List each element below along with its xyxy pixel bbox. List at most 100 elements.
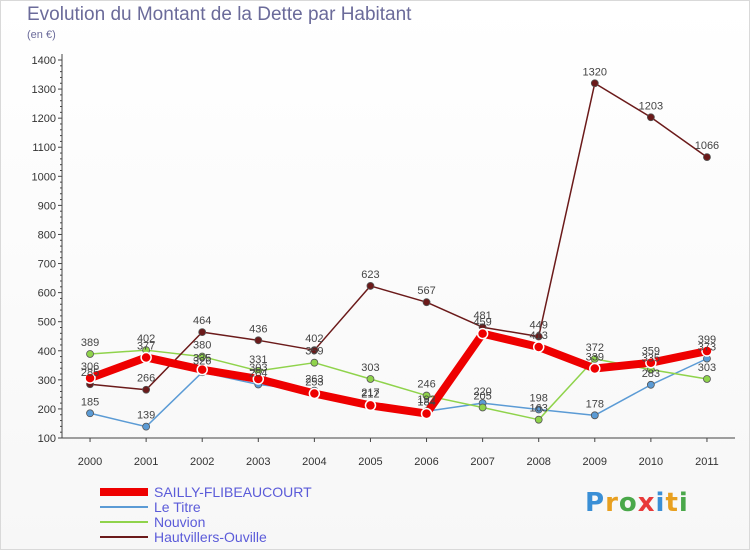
data-point (476, 327, 489, 340)
data-label: 481 (473, 310, 491, 322)
legend-swatch (100, 536, 148, 538)
y-tick-label: 900 (38, 200, 56, 212)
data-point (198, 328, 207, 337)
x-tick-label: 2003 (246, 456, 270, 468)
y-tick-label: 1400 (32, 55, 56, 67)
data-point (252, 373, 265, 385)
data-label: 335 (642, 353, 660, 365)
data-label: 217 (361, 387, 379, 399)
data-label: 331 (249, 354, 267, 366)
data-point (590, 79, 599, 88)
legend-label: Hautvillers-Ouville (154, 529, 267, 545)
data-label: 373 (698, 342, 716, 354)
data-point (366, 375, 375, 383)
legend-label: SAILLY-FLIBEAUCOURT (154, 484, 312, 500)
y-tick-label: 100 (38, 433, 56, 445)
logo-letter: o (618, 488, 638, 518)
data-label: 220 (473, 386, 491, 398)
data-label: 326 (193, 355, 211, 367)
y-tick-label: 200 (38, 404, 56, 416)
data-label: 372 (586, 342, 604, 354)
data-label: 567 (417, 285, 435, 297)
data-label: 303 (249, 362, 267, 374)
data-point (196, 363, 208, 376)
data-point (86, 409, 94, 418)
data-label: 178 (586, 398, 604, 410)
legend-swatch (100, 506, 148, 508)
axes: 100 200 300 400 500 600 700 800 900 1000 1100 1200 1… (32, 54, 735, 468)
data-label: 389 (81, 337, 99, 349)
data-point (366, 282, 375, 290)
data-label: 359 (305, 346, 323, 358)
data-label: 198 (530, 393, 548, 405)
data-label: 306 (81, 361, 99, 373)
proxiti-logo: Proxiti (585, 488, 689, 518)
data-label: 285 (81, 367, 99, 379)
legend-label: Le Titre (154, 499, 201, 515)
data-point (534, 405, 543, 414)
data-label: 303 (698, 362, 716, 374)
data-point (142, 422, 151, 431)
data-point (701, 345, 713, 357)
y-tick-label: 700 (38, 259, 56, 271)
data-point (478, 403, 487, 412)
data-label: 359 (642, 346, 660, 358)
data-point (198, 352, 207, 361)
data-point (422, 391, 431, 400)
x-tick-label: 2001 (134, 456, 158, 468)
data-point (532, 341, 545, 353)
data-label: 185 (81, 396, 99, 408)
y-tick-label: 300 (38, 375, 56, 387)
series-lines (86, 82, 711, 428)
data-label: 184 (417, 397, 435, 409)
data-point (534, 332, 543, 341)
logo-letter: i (655, 488, 666, 518)
y-tick-label: 800 (38, 229, 56, 241)
data-label: 449 (530, 320, 548, 332)
data-label: 380 (193, 340, 211, 352)
x-tick-label: 2005 (358, 456, 382, 468)
data-label: 464 (193, 315, 211, 327)
logo-letter: t (665, 488, 679, 518)
data-label: 266 (137, 373, 155, 385)
data-label: 623 (361, 269, 379, 281)
data-point (534, 415, 543, 424)
y-tick-label: 1100 (32, 142, 56, 154)
data-point (310, 346, 319, 355)
data-point (140, 351, 152, 364)
x-tick-label: 2010 (639, 456, 663, 468)
data-label: 436 (249, 323, 267, 335)
data-label: 377 (137, 340, 155, 352)
data-label: 399 (698, 334, 716, 346)
data-point (703, 375, 711, 383)
data-labels: 306 377 335 303 253 212 184 459 413 339 359 399 185 1… (81, 66, 719, 421)
data-point (420, 407, 433, 420)
x-tick-label: 2007 (470, 456, 494, 468)
x-tick-label: 2011 (695, 456, 719, 468)
data-point (422, 298, 431, 307)
x-tick-label: 2009 (583, 456, 607, 468)
x-tick-label: 2002 (190, 456, 214, 468)
data-label: 1320 (583, 66, 607, 78)
data-label: 253 (305, 377, 323, 389)
x-tick-label: 2006 (414, 456, 438, 468)
y-tick-label: 1000 (32, 171, 56, 183)
legend-label: Nouvion (154, 514, 206, 530)
data-point (646, 113, 655, 122)
series-line-0 (86, 329, 711, 418)
data-point (254, 336, 263, 345)
logo-letter: i (678, 488, 689, 518)
data-label: 212 (361, 388, 379, 400)
logo-letter: x (637, 488, 656, 518)
data-point (645, 356, 657, 369)
data-point (646, 380, 655, 389)
x-tick-label: 2008 (526, 456, 550, 468)
data-label: 402 (137, 333, 155, 345)
data-point (364, 399, 377, 412)
data-label: 263 (305, 374, 323, 386)
data-point (590, 355, 599, 363)
data-label: 205 (473, 390, 491, 402)
data-label: 402 (305, 333, 323, 345)
